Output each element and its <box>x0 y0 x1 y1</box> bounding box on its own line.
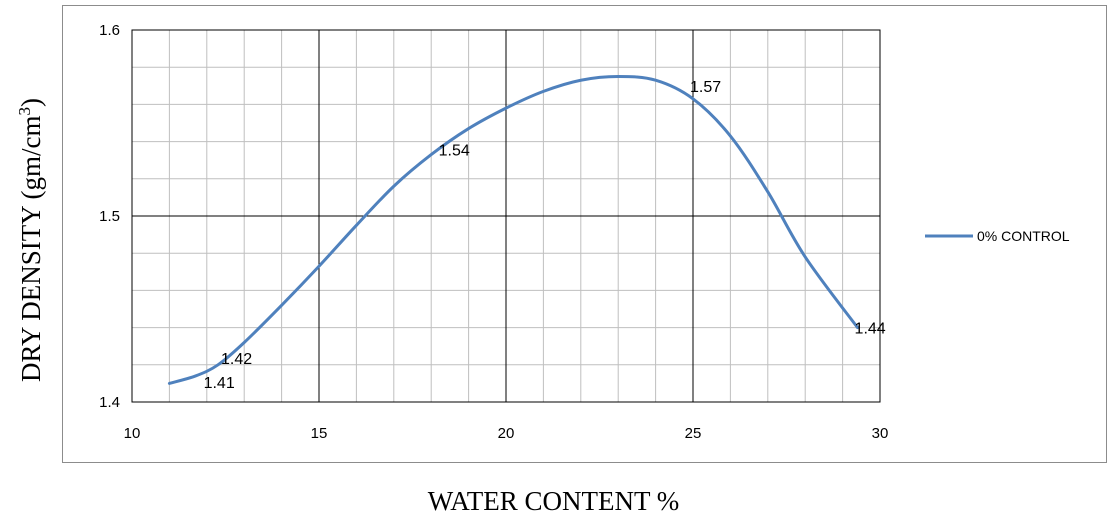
legend-entry: 0% CONTROL <box>977 228 1070 244</box>
data-label: 1.44 <box>855 321 886 338</box>
y-tick-label: 1.4 <box>99 394 120 411</box>
x-tick-label: 15 <box>311 425 328 442</box>
plot-area-border <box>131 29 881 403</box>
x-tick-label: 30 <box>872 425 889 442</box>
series-layer <box>167 75 860 385</box>
x-tick-label: 20 <box>498 425 515 442</box>
data-label: 1.54 <box>439 143 470 160</box>
data-label: 1.42 <box>221 351 252 368</box>
data-label: 1.57 <box>690 79 721 96</box>
y-tick-label: 1.5 <box>99 208 120 225</box>
x-axis-title: WATER CONTENT % <box>427 486 680 516</box>
data-labels: 1.41 1.42 1.54 1.57 1.44 <box>204 79 886 392</box>
data-label: 1.41 <box>204 375 235 392</box>
y-tick-labels: 1.4 1.5 1.6 <box>99 22 120 411</box>
x-tick-labels: 10 15 20 25 30 <box>124 425 889 442</box>
legend: 0% CONTROL <box>925 228 1070 244</box>
x-tick-label: 10 <box>124 425 141 442</box>
x-tick-label: 25 <box>685 425 702 442</box>
series-line <box>167 75 860 385</box>
y-tick-label: 1.6 <box>99 22 120 39</box>
y-axis-title: DRY DENSITY (gm/cm3) <box>15 98 46 382</box>
chart-frame <box>62 5 1107 463</box>
